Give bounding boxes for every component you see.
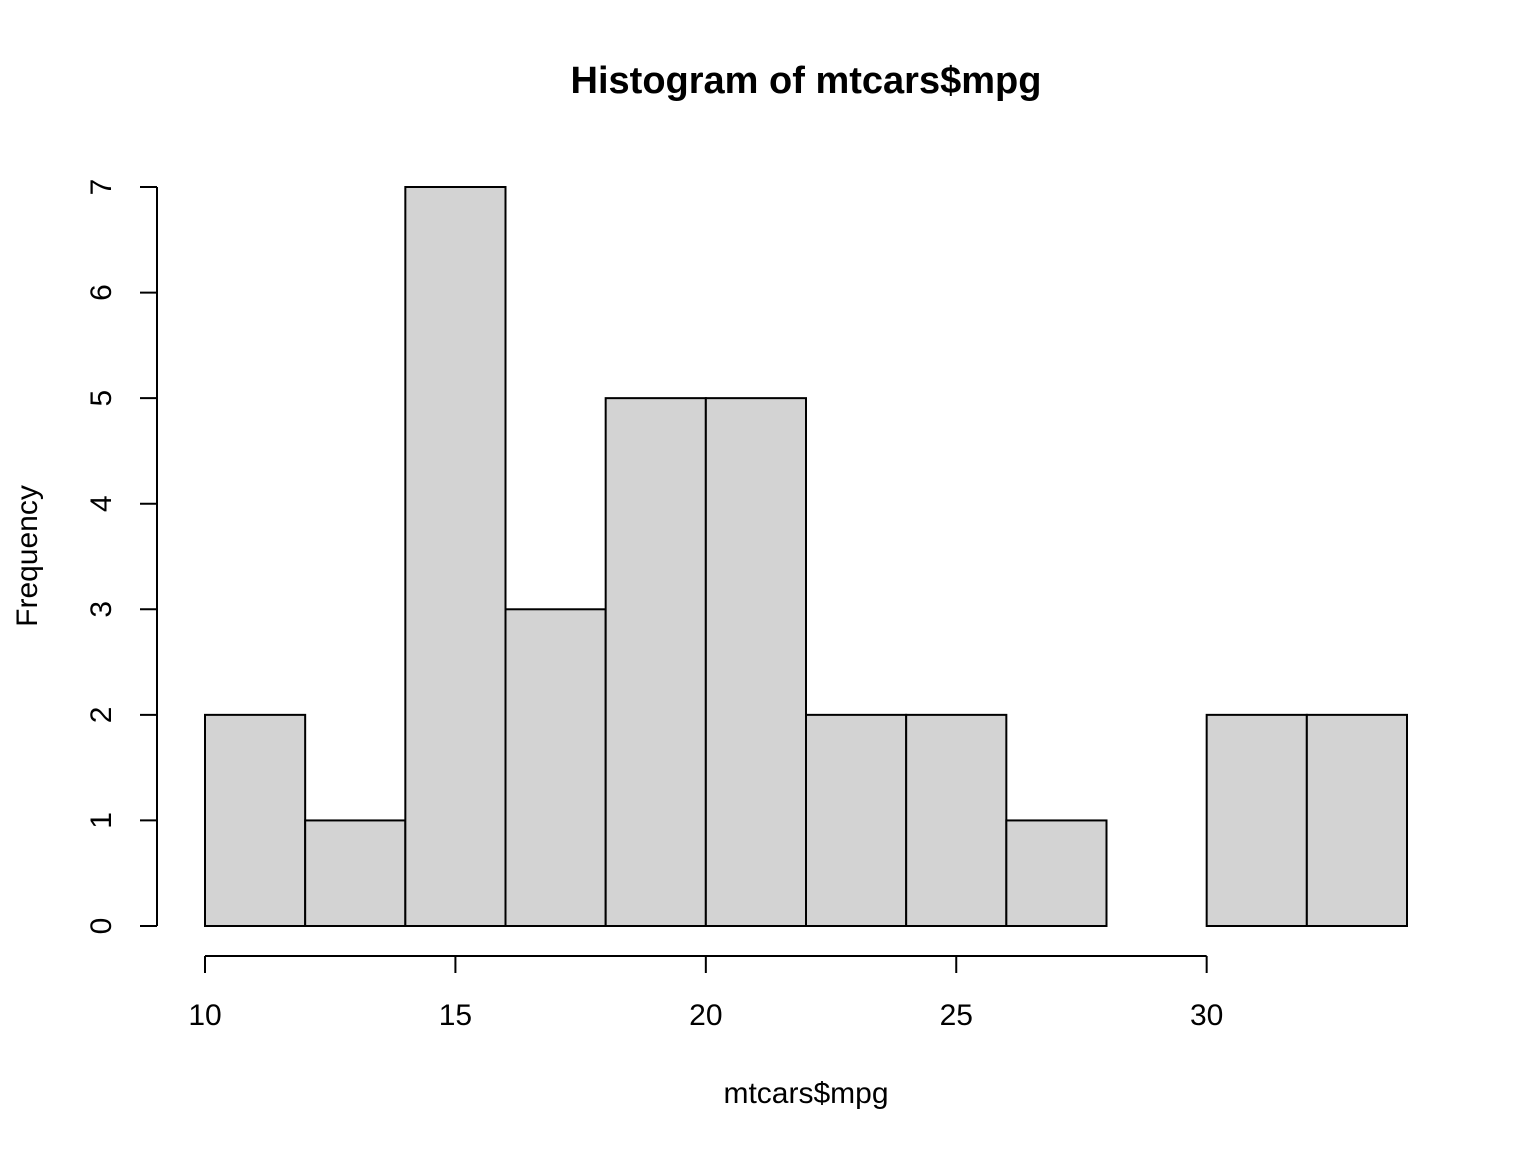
y-tick-label-2: 2 (85, 707, 118, 724)
y-tick-label-3: 3 (85, 601, 118, 618)
x-tick-label-3: 25 (940, 999, 973, 1032)
histogram-bar-6 (805, 713, 908, 927)
y-tick-label-1: 1 (85, 812, 118, 829)
x-tick-label-4: 30 (1190, 999, 1223, 1032)
x-axis: 10 15 20 25 30 (188, 955, 1223, 1032)
histogram-bar-2 (404, 186, 507, 927)
histogram-bar-3 (504, 608, 607, 927)
y-axis-label: Frequency (11, 485, 44, 627)
histogram-bar-1 (304, 819, 407, 928)
histogram-bar-0 (204, 713, 307, 927)
y-tick-label-7: 7 (85, 179, 118, 196)
x-axis-label: mtcars$mpg (723, 1077, 888, 1110)
bars-group (204, 186, 1409, 928)
histogram-bar-7 (905, 713, 1008, 927)
x-tick-label-2: 20 (689, 999, 722, 1032)
histogram-bar-10 (1205, 713, 1308, 927)
y-tick-label-4: 4 (85, 495, 118, 512)
y-tick-label-6: 6 (85, 284, 118, 301)
histogram-bar-4 (604, 397, 707, 927)
y-tick-label-5: 5 (85, 390, 118, 407)
histogram-bar-11 (1305, 713, 1409, 927)
y-axis: 0 1 2 3 4 5 6 7 (85, 179, 158, 935)
chart-title: Histogram of mtcars$mpg (571, 60, 1042, 102)
y-tick-label-0: 0 (85, 918, 118, 935)
histogram-bar-8 (1005, 819, 1108, 928)
histogram-bar-5 (704, 397, 807, 927)
x-tick-label-0: 10 (188, 999, 221, 1032)
x-tick-label-1: 15 (439, 999, 472, 1032)
